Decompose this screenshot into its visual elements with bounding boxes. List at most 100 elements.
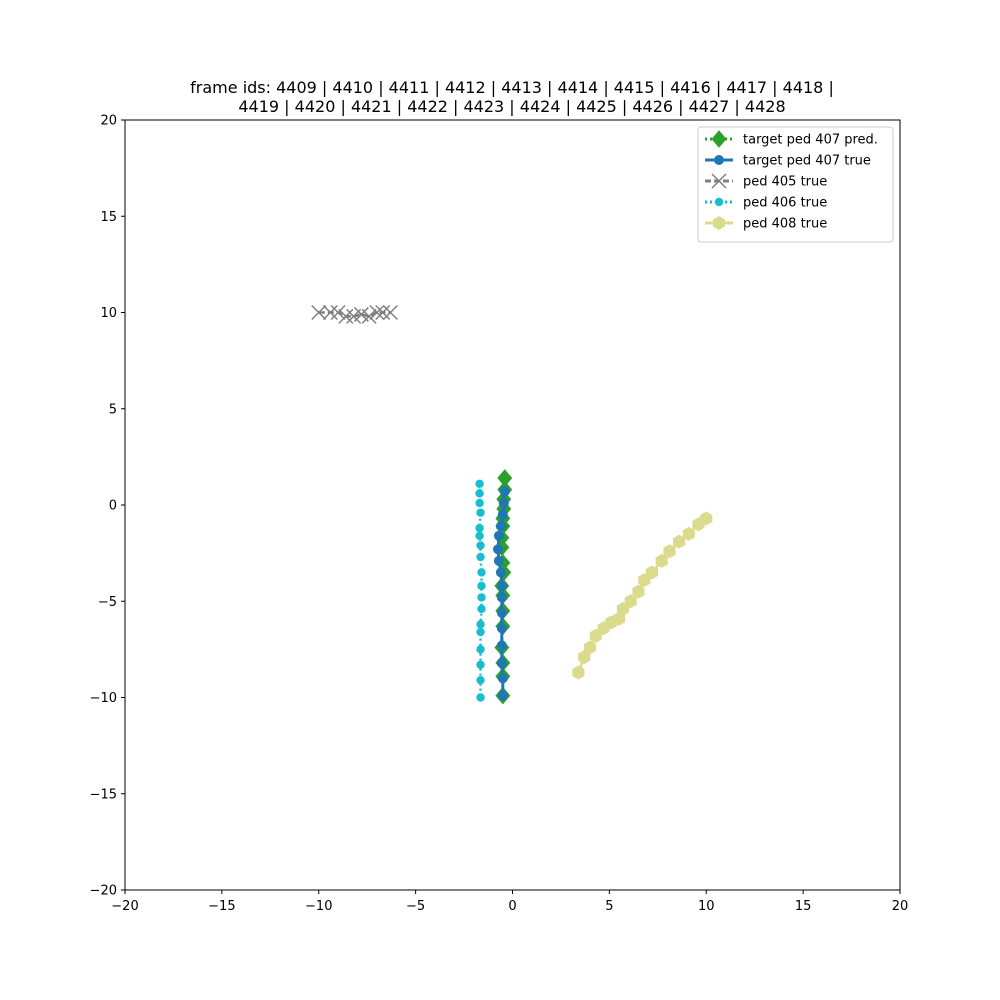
plot-area [125, 120, 900, 890]
x-tick-label: 5 [605, 899, 613, 914]
data-point [382, 304, 398, 321]
data-point [673, 534, 686, 549]
data-point [572, 665, 585, 680]
series-line [318, 311, 391, 318]
data-point [475, 531, 484, 540]
data-point [477, 581, 486, 591]
data-point [496, 592, 507, 603]
legend-label: ped 406 true [743, 196, 827, 211]
data-point [322, 304, 338, 321]
data-point [655, 553, 668, 568]
y-tick-label: −20 [90, 884, 117, 899]
data-point [477, 593, 486, 602]
data-point [578, 650, 591, 665]
legend-entry: target ped 407 pred. [705, 130, 878, 148]
legend-swatch-marker [711, 130, 727, 148]
data-point [496, 640, 507, 651]
data-point [476, 693, 485, 702]
series-layer [311, 304, 713, 705]
chart-title-line-2: 4419 | 4420 | 4421 | 4422 | 4423 | 4424 … [238, 97, 785, 116]
x-tick-label: −20 [111, 899, 138, 914]
data-point [645, 565, 659, 580]
data-point [499, 486, 510, 497]
data-point [493, 530, 504, 541]
x-tick-label: 0 [508, 899, 516, 914]
data-point [682, 526, 695, 541]
data-point [496, 623, 507, 634]
data-point [476, 541, 485, 550]
legend-label: ped 405 true [743, 175, 827, 190]
data-point [496, 657, 507, 668]
data-point [476, 627, 485, 637]
series-4 [572, 511, 713, 680]
legend-entry: ped 405 true [705, 173, 827, 190]
data-point [311, 304, 327, 321]
y-tick-label: 0 [109, 499, 117, 514]
y-tick-label: 15 [100, 210, 117, 225]
y-tick-label: 10 [100, 306, 117, 321]
data-point [496, 607, 507, 618]
data-point [493, 555, 504, 566]
series-1 [492, 486, 510, 701]
data-point [497, 469, 513, 487]
series-2 [311, 304, 398, 324]
data-point [495, 521, 506, 532]
data-point [330, 304, 346, 321]
data-point [700, 511, 713, 526]
data-point [476, 645, 485, 654]
chart-title-line-1: frame ids: 4409 | 4410 | 4411 | 4412 | 4… [190, 78, 834, 97]
x-tick-label: 20 [892, 899, 909, 914]
data-point [476, 675, 485, 685]
data-point [476, 508, 485, 517]
legend-entry: ped 406 true [705, 196, 827, 211]
data-point [475, 479, 484, 489]
legend-label: ped 408 true [743, 217, 827, 232]
data-point [369, 304, 385, 321]
data-point [476, 552, 485, 562]
x-tick-label: 10 [698, 899, 715, 914]
legend-entry: target ped 407 true [705, 154, 871, 169]
data-point [624, 594, 637, 609]
legend-swatch-marker [714, 197, 724, 207]
data-point [497, 690, 508, 701]
x-tick-label: −15 [208, 899, 235, 914]
y-tick-label: −5 [98, 595, 117, 610]
data-point [632, 584, 645, 599]
data-point [498, 498, 509, 509]
x-tick-label: −5 [406, 899, 425, 914]
data-point [583, 640, 597, 655]
legend-swatch-marker [714, 155, 724, 165]
legend: target ped 407 pred. target ped 407 true p… [697, 126, 894, 243]
x-tick-label: 15 [795, 899, 812, 914]
data-point [492, 544, 503, 555]
legend-entry: ped 408 true [705, 216, 827, 232]
data-point [477, 568, 486, 577]
legend-label: target ped 407 pred. [743, 133, 878, 148]
series-line [478, 483, 483, 698]
data-point [495, 567, 506, 578]
series-line [496, 491, 507, 696]
y-tick-label: −15 [90, 787, 117, 802]
series-3 [475, 479, 486, 702]
data-point [375, 304, 391, 321]
data-point [497, 673, 508, 684]
data-point [497, 509, 508, 520]
legend-swatch-marker [712, 216, 726, 230]
y-tick-label: −10 [90, 691, 117, 706]
legend-swatch-marker [711, 173, 727, 189]
data-point [338, 308, 354, 324]
data-point [496, 580, 507, 591]
ticks-layer: −20 −15 −10 −5 0 5 10 15 20 −20 −15 −10 −5 0 5 10 15 20 [90, 114, 909, 915]
data-point [476, 660, 485, 669]
data-point [475, 498, 484, 508]
y-tick-label: 20 [100, 114, 117, 129]
x-tick-label: −10 [305, 899, 332, 914]
legend-frame [697, 126, 894, 243]
data-point [475, 489, 484, 498]
legend-label: target ped 407 true [743, 154, 871, 169]
data-point [476, 620, 485, 629]
data-point [663, 544, 676, 559]
data-point [477, 604, 486, 614]
y-tick-label: 5 [109, 402, 117, 417]
